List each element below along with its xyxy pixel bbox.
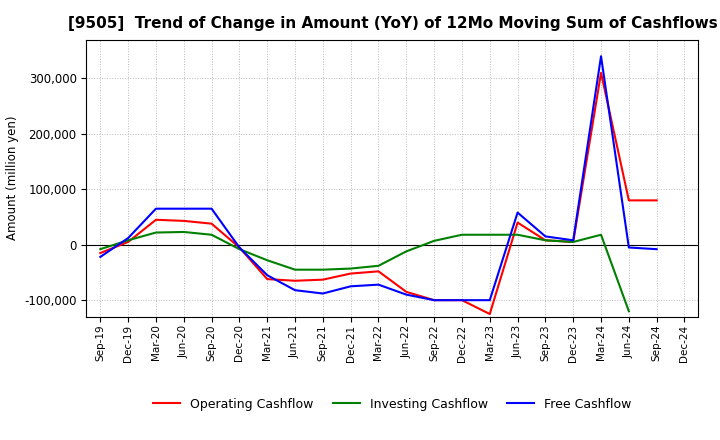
- Investing Cashflow: [291, 267, 300, 272]
- Free Cashflow: [374, 282, 383, 287]
- Operating Cashflow: [374, 269, 383, 274]
- Free Cashflow: [124, 235, 132, 241]
- Line: Free Cashflow: Free Cashflow: [100, 56, 657, 300]
- Free Cashflow: [152, 206, 161, 211]
- Investing Cashflow: [402, 249, 410, 254]
- Investing Cashflow: [318, 267, 327, 272]
- Operating Cashflow: [263, 276, 271, 282]
- Operating Cashflow: [291, 278, 300, 283]
- Investing Cashflow: [235, 246, 243, 252]
- Free Cashflow: [430, 297, 438, 303]
- Operating Cashflow: [624, 198, 633, 203]
- Free Cashflow: [179, 206, 188, 211]
- Investing Cashflow: [624, 308, 633, 314]
- Investing Cashflow: [569, 239, 577, 245]
- Free Cashflow: [235, 245, 243, 250]
- Operating Cashflow: [513, 220, 522, 225]
- Investing Cashflow: [485, 232, 494, 238]
- Free Cashflow: [569, 238, 577, 243]
- Legend: Operating Cashflow, Investing Cashflow, Free Cashflow: Operating Cashflow, Investing Cashflow, …: [148, 393, 636, 416]
- Y-axis label: Amount (million yen): Amount (million yen): [6, 116, 19, 240]
- Operating Cashflow: [402, 289, 410, 294]
- Investing Cashflow: [374, 263, 383, 268]
- Free Cashflow: [597, 54, 606, 59]
- Operating Cashflow: [346, 271, 355, 276]
- Investing Cashflow: [179, 229, 188, 235]
- Operating Cashflow: [179, 218, 188, 224]
- Line: Operating Cashflow: Operating Cashflow: [100, 73, 657, 314]
- Operating Cashflow: [318, 277, 327, 282]
- Operating Cashflow: [458, 297, 467, 303]
- Free Cashflow: [458, 297, 467, 303]
- Free Cashflow: [96, 254, 104, 260]
- Operating Cashflow: [485, 312, 494, 317]
- Free Cashflow: [402, 292, 410, 297]
- Operating Cashflow: [124, 239, 132, 245]
- Operating Cashflow: [569, 239, 577, 245]
- Operating Cashflow: [430, 297, 438, 303]
- Title: [9505]  Trend of Change in Amount (YoY) of 12Mo Moving Sum of Cashflows: [9505] Trend of Change in Amount (YoY) o…: [68, 16, 717, 32]
- Operating Cashflow: [96, 250, 104, 256]
- Operating Cashflow: [207, 221, 216, 226]
- Investing Cashflow: [458, 232, 467, 238]
- Free Cashflow: [513, 210, 522, 215]
- Investing Cashflow: [207, 232, 216, 238]
- Investing Cashflow: [124, 238, 132, 243]
- Operating Cashflow: [152, 217, 161, 222]
- Investing Cashflow: [152, 230, 161, 235]
- Investing Cashflow: [513, 232, 522, 238]
- Free Cashflow: [346, 284, 355, 289]
- Investing Cashflow: [96, 246, 104, 252]
- Investing Cashflow: [597, 232, 606, 238]
- Investing Cashflow: [346, 266, 355, 271]
- Investing Cashflow: [541, 238, 550, 243]
- Free Cashflow: [318, 291, 327, 296]
- Free Cashflow: [263, 272, 271, 278]
- Operating Cashflow: [235, 245, 243, 250]
- Operating Cashflow: [652, 198, 661, 203]
- Line: Investing Cashflow: Investing Cashflow: [100, 232, 629, 311]
- Free Cashflow: [485, 297, 494, 303]
- Free Cashflow: [624, 245, 633, 250]
- Free Cashflow: [207, 206, 216, 211]
- Free Cashflow: [541, 234, 550, 239]
- Operating Cashflow: [541, 238, 550, 243]
- Operating Cashflow: [597, 70, 606, 76]
- Free Cashflow: [652, 246, 661, 252]
- Investing Cashflow: [263, 257, 271, 263]
- Investing Cashflow: [430, 238, 438, 243]
- Free Cashflow: [291, 288, 300, 293]
